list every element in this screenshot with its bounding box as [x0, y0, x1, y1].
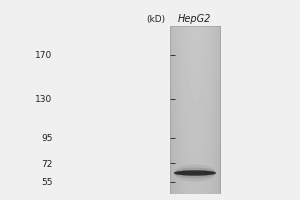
Ellipse shape — [174, 168, 216, 178]
Ellipse shape — [174, 171, 216, 175]
Text: (kD): (kD) — [146, 15, 165, 24]
Ellipse shape — [174, 164, 216, 182]
Bar — [169, 26, 220, 194]
Text: HepG2: HepG2 — [178, 14, 212, 24]
